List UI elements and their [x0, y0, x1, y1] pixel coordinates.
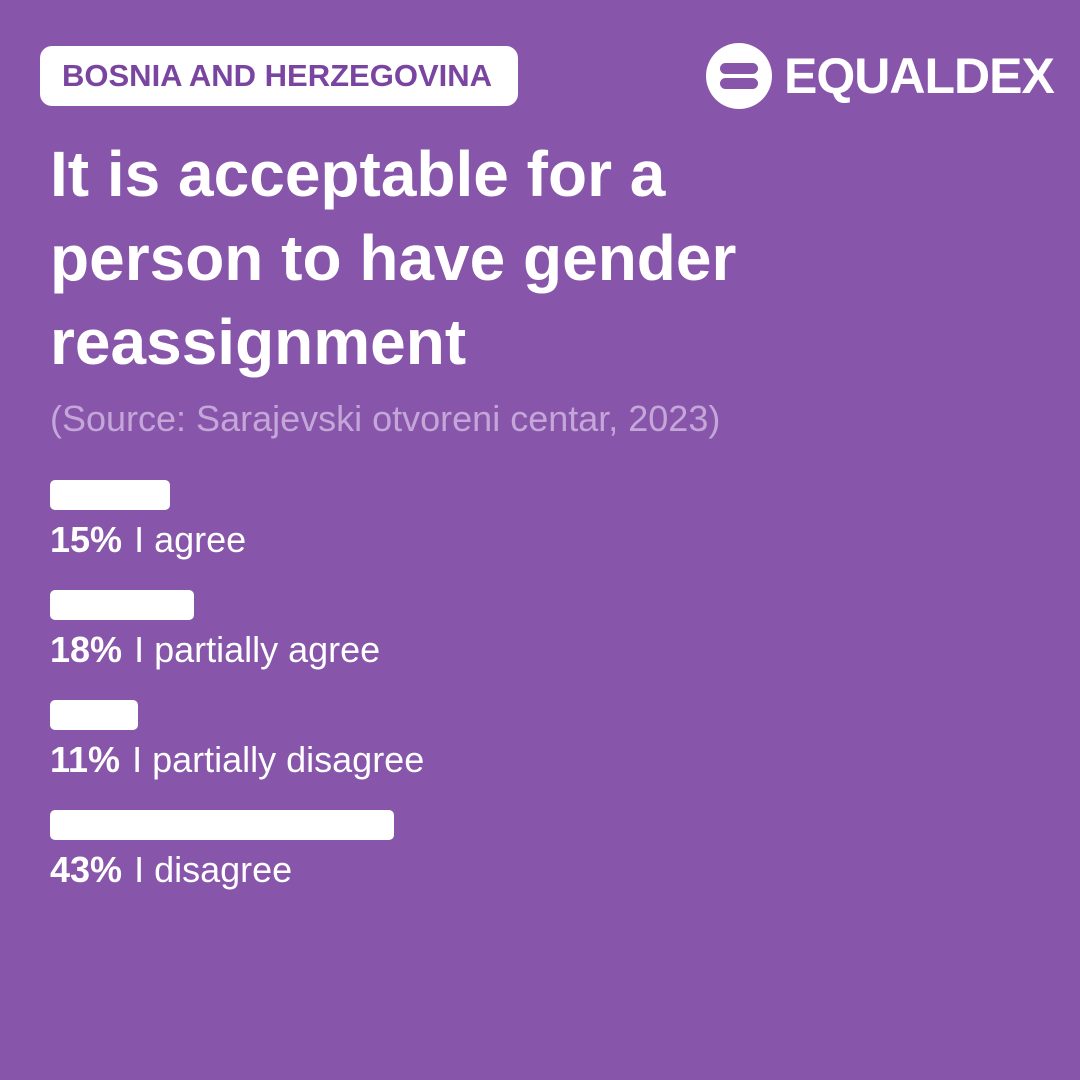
category-label: I partially agree: [134, 629, 381, 670]
bar: [50, 700, 138, 730]
logo-icon: [706, 43, 772, 109]
value-label: 11%: [50, 739, 121, 780]
value-label: 43%: [50, 849, 123, 890]
bar-label: 43% I disagree: [50, 850, 424, 890]
bar-label: 11% I partially disagree: [50, 740, 424, 780]
category-label: I disagree: [134, 849, 293, 890]
chart-subtitle: (Source: Sarajevski otvoreni centar, 202…: [50, 398, 721, 439]
bar-label: 18% I partially agree: [50, 630, 424, 670]
bar-row: 43% I disagree: [50, 810, 424, 920]
bar-label: 15% I agree: [50, 520, 424, 560]
bar: [50, 810, 394, 840]
bar-row: 15% I agree: [50, 480, 424, 590]
chart-title: It is acceptable for a person to have ge…: [50, 138, 737, 378]
bar-row: 18% I partially agree: [50, 590, 424, 700]
logo: EQUALDEX: [706, 43, 1055, 109]
category-label: I agree: [134, 519, 247, 560]
bar: [50, 590, 194, 620]
category-label: I partially disagree: [132, 739, 425, 780]
country-tag: BOSNIA AND HERZEGOVINA: [40, 46, 519, 106]
bar: [50, 480, 170, 510]
value-label: 18%: [50, 629, 123, 670]
bar-row: 11% I partially disagree: [50, 700, 424, 810]
value-label: 15%: [50, 519, 123, 560]
bar-list: 15% I agree 18% I partially agree 11% I parti…: [50, 480, 424, 920]
logo-text: EQUALDEX: [784, 48, 1055, 104]
